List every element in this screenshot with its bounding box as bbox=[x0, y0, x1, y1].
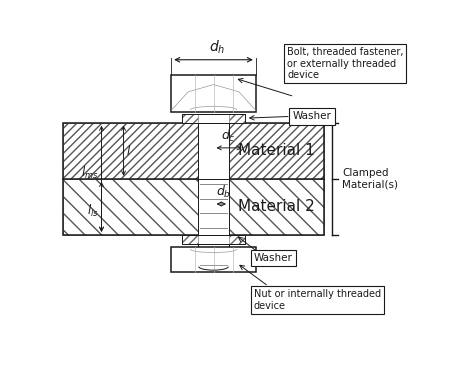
Bar bbox=[171, 247, 256, 272]
Bar bbox=[229, 123, 324, 179]
Text: $l$: $l$ bbox=[127, 144, 132, 158]
Bar bbox=[182, 114, 198, 123]
Bar bbox=[182, 114, 245, 123]
Bar bbox=[63, 123, 324, 235]
Bar bbox=[182, 235, 245, 244]
Text: $d_c$: $d_c$ bbox=[221, 128, 236, 144]
Bar bbox=[182, 114, 245, 123]
Text: $d_b$: $d_b$ bbox=[216, 184, 231, 200]
Bar bbox=[63, 179, 198, 235]
Text: Washer: Washer bbox=[292, 112, 331, 121]
Bar bbox=[182, 235, 198, 244]
Bar bbox=[198, 123, 229, 179]
Bar bbox=[198, 244, 229, 247]
Bar bbox=[171, 75, 256, 112]
Bar bbox=[63, 123, 198, 179]
Text: $d_h$: $d_h$ bbox=[209, 39, 225, 56]
Text: Nut or internally threaded
device: Nut or internally threaded device bbox=[254, 289, 381, 311]
Text: Washer: Washer bbox=[254, 253, 293, 263]
Bar bbox=[182, 235, 245, 244]
Text: Bolt, threaded fastener,
or externally threaded
device: Bolt, threaded fastener, or externally t… bbox=[287, 47, 403, 80]
Bar bbox=[229, 235, 245, 244]
Text: Clamped
Material(s): Clamped Material(s) bbox=[342, 168, 398, 190]
Text: Material 2: Material 2 bbox=[237, 199, 314, 214]
Text: $l_{ls}$: $l_{ls}$ bbox=[87, 203, 99, 219]
Bar bbox=[229, 114, 245, 123]
Text: Material 1: Material 1 bbox=[237, 143, 314, 158]
Bar bbox=[229, 179, 324, 235]
Text: $l_{ms}$: $l_{ms}$ bbox=[81, 165, 99, 181]
Bar bbox=[198, 179, 229, 235]
